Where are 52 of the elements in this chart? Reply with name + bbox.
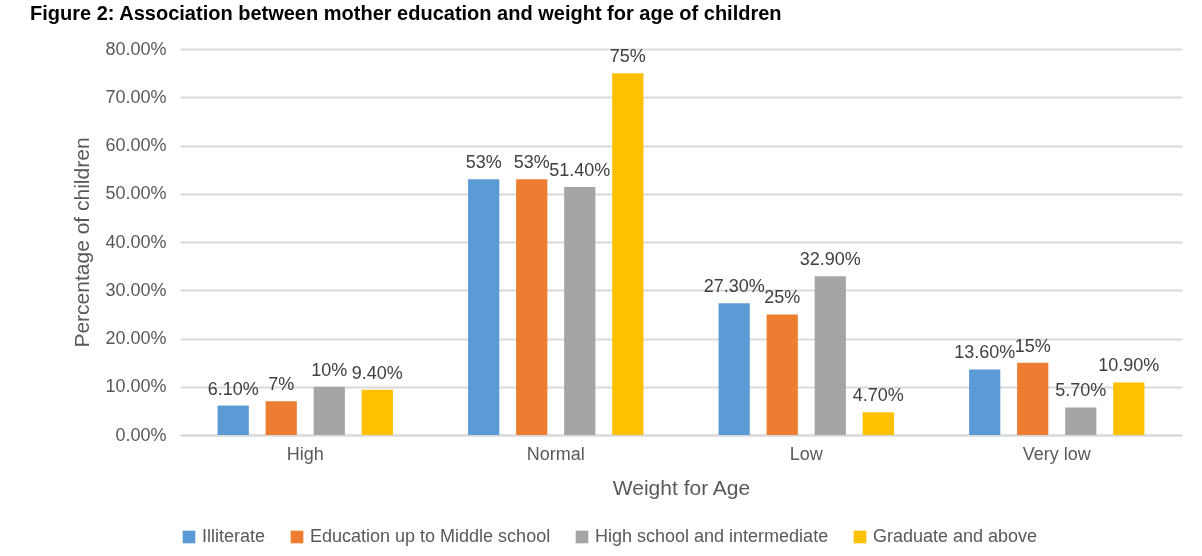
data-label: 13.60% xyxy=(954,342,1016,363)
bar xyxy=(361,389,393,435)
legend-label: High school and intermediate xyxy=(595,526,829,546)
bar xyxy=(468,179,500,435)
bar xyxy=(313,386,345,435)
bar xyxy=(265,401,297,435)
y-tick-label: 40.00% xyxy=(105,231,167,252)
bar xyxy=(766,314,798,435)
data-label: 27.30% xyxy=(703,276,765,297)
chart-title: Figure 2: Association between mother education and weight for age of children xyxy=(30,2,782,24)
data-label: 15% xyxy=(1014,335,1051,356)
data-label: 53% xyxy=(513,152,550,173)
data-label: 4.70% xyxy=(852,385,904,406)
y-axis-title: Percentage of children xyxy=(70,137,94,348)
data-label: 25% xyxy=(764,287,801,308)
x-tick-label: Very low xyxy=(1022,443,1092,464)
bar xyxy=(814,276,846,435)
data-label: 9.40% xyxy=(351,362,403,383)
y-tick-label: 50.00% xyxy=(105,183,167,204)
data-label: 53% xyxy=(465,152,502,173)
x-tick-label: High xyxy=(286,443,324,464)
y-tick-label: 20.00% xyxy=(105,328,167,348)
data-label: 10% xyxy=(311,359,348,380)
x-axis-title: Weight for Age xyxy=(612,475,751,499)
data-label: 32.90% xyxy=(799,249,861,270)
y-tick-label: 10.00% xyxy=(105,376,167,397)
y-tick-label: 80.00% xyxy=(105,38,167,59)
data-label: 75% xyxy=(609,46,646,67)
bar xyxy=(1017,362,1049,435)
data-label: 10.90% xyxy=(1098,355,1160,376)
bar xyxy=(612,73,644,435)
bar xyxy=(1113,382,1145,435)
data-label: 5.70% xyxy=(1055,380,1107,401)
legend-label: Education up to Middle school xyxy=(310,526,551,546)
y-tick-label: 70.00% xyxy=(105,86,167,107)
x-tick-label: Low xyxy=(789,443,824,464)
bar xyxy=(862,412,894,435)
bar xyxy=(516,179,548,435)
data-label: 6.10% xyxy=(207,378,259,399)
legend-label: Illiterate xyxy=(202,526,266,546)
data-label: 51.40% xyxy=(549,159,611,180)
y-tick-label: 0.00% xyxy=(115,424,167,445)
data-label: 7% xyxy=(268,374,295,395)
y-tick-label: 60.00% xyxy=(105,135,167,155)
bar xyxy=(718,303,750,435)
bar xyxy=(1065,407,1097,435)
y-tick-label: 30.00% xyxy=(105,279,167,300)
legend-label: Graduate and above xyxy=(873,526,1038,546)
bar xyxy=(217,405,249,435)
bar xyxy=(564,187,596,435)
bar xyxy=(969,369,1001,435)
x-tick-label: Normal xyxy=(526,443,585,464)
